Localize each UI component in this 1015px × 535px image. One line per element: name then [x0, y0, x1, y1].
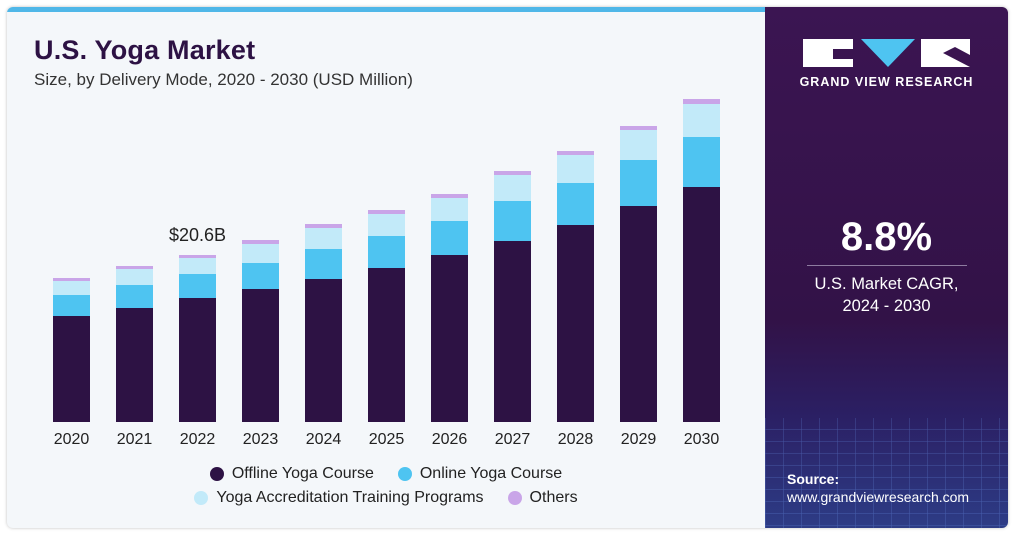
- chart-legend: Offline Yoga Course Online Yoga Course Y…: [7, 462, 765, 510]
- top-accent-bar: [7, 7, 765, 12]
- x-tick-label-2022: 2022: [180, 431, 216, 448]
- bar-others-2026: [431, 194, 468, 198]
- bar-others-2030: [683, 99, 720, 104]
- bar-offline-yoga-course-2020: [53, 316, 90, 422]
- bar-yoga-accreditation-training-programs-2025: [368, 214, 405, 236]
- bar-online-yoga-course-2030: [683, 137, 720, 187]
- bar-online-yoga-course-2021: [116, 285, 153, 308]
- x-tick-label-2020: 2020: [54, 431, 90, 448]
- cagr-label: U.S. Market CAGR, 2024 - 2030: [765, 273, 1008, 317]
- bar-chart: 2020 2021 2022 $20.6B 2023 2024 2025 2026 2027 20…: [53, 99, 720, 448]
- x-tick-label-2026: 2026: [432, 431, 468, 448]
- legend-label-accreditation: Yoga Accreditation Training Programs: [216, 489, 484, 506]
- bar-others-2023: [242, 240, 279, 244]
- legend-label-offline: Offline Yoga Course: [231, 465, 374, 482]
- bar-others-2020: [53, 278, 90, 281]
- bar-yoga-accreditation-training-programs-2028: [557, 155, 594, 183]
- bar-others-2025: [368, 210, 405, 214]
- bar-offline-yoga-course-2027: [494, 241, 531, 422]
- cagr-label-line2: 2024 - 2030: [842, 297, 931, 315]
- bar-yoga-accreditation-training-programs-2027: [494, 175, 531, 201]
- bar-others-2027: [494, 171, 531, 175]
- legend-row-1: Offline Yoga Course Online Yoga Course: [7, 462, 765, 486]
- cagr-value: 8.8%: [840, 215, 933, 259]
- bar-online-yoga-course-2022: [179, 274, 216, 298]
- source-title: Source:: [787, 471, 840, 487]
- x-tick-label-2025: 2025: [369, 431, 405, 448]
- bar-total-annotation-2022: $20.6B: [169, 225, 226, 245]
- bar-online-yoga-course-2027: [494, 201, 531, 241]
- x-tick-label-2021: 2021: [117, 431, 153, 448]
- legend-item-others: Others: [507, 489, 578, 507]
- cagr-divider: [807, 265, 967, 266]
- legend-swatch-online: [397, 467, 412, 481]
- x-tick-label-2030: 2030: [684, 431, 720, 448]
- bar-others-2021: [116, 266, 153, 269]
- bar-yoga-accreditation-training-programs-2030: [683, 104, 720, 137]
- bar-offline-yoga-course-2023: [242, 289, 279, 422]
- bar-offline-yoga-course-2028: [557, 225, 594, 422]
- bar-offline-yoga-course-2029: [620, 206, 657, 422]
- bar-online-yoga-course-2025: [368, 236, 405, 268]
- cagr-label-line1: U.S. Market CAGR,: [814, 275, 959, 293]
- chart-card: U.S. Yoga Market Size, by Delivery Mode,…: [7, 7, 1008, 528]
- bar-online-yoga-course-2029: [620, 160, 657, 206]
- legend-item-online: Online Yoga Course: [397, 465, 563, 483]
- bar-others-2029: [620, 126, 657, 130]
- bar-yoga-accreditation-training-programs-2020: [53, 281, 90, 295]
- legend-item-accreditation: Yoga Accreditation Training Programs: [194, 489, 484, 507]
- bar-offline-yoga-course-2021: [116, 308, 153, 422]
- bar-offline-yoga-course-2024: [305, 279, 342, 422]
- x-tick-label-2028: 2028: [558, 431, 594, 448]
- x-tick-label-2024: 2024: [306, 431, 342, 448]
- bar-yoga-accreditation-training-programs-2024: [305, 228, 342, 249]
- bar-others-2028: [557, 151, 594, 155]
- gvr-logo-icon: [803, 39, 970, 67]
- bar-yoga-accreditation-training-programs-2023: [242, 244, 279, 263]
- bar-online-yoga-course-2020: [53, 295, 90, 316]
- side-panel: GRAND VIEW RESEARCH 8.8% U.S. Market CAG…: [765, 7, 1008, 528]
- legend-item-offline: Offline Yoga Course: [209, 465, 374, 483]
- legend-label-online: Online Yoga Course: [419, 465, 563, 482]
- x-tick-label-2029: 2029: [621, 431, 657, 448]
- bar-online-yoga-course-2023: [242, 263, 279, 289]
- bar-yoga-accreditation-training-programs-2021: [116, 269, 153, 285]
- x-tick-label-2023: 2023: [243, 431, 279, 448]
- bar-others-2024: [305, 224, 342, 228]
- bar-online-yoga-course-2028: [557, 183, 594, 225]
- legend-row-2: Yoga Accreditation Training Programs Oth…: [7, 486, 765, 510]
- bar-yoga-accreditation-training-programs-2029: [620, 130, 657, 160]
- bar-yoga-accreditation-training-programs-2022: [179, 258, 216, 274]
- chart-subtitle: Size, by Delivery Mode, 2020 - 2030 (USD…: [34, 70, 413, 89]
- bar-online-yoga-course-2024: [305, 249, 342, 279]
- bar-offline-yoga-course-2022: [179, 298, 216, 422]
- legend-swatch-others: [507, 491, 522, 505]
- bar-offline-yoga-course-2025: [368, 268, 405, 422]
- chart-title: U.S. Yoga Market: [34, 35, 256, 65]
- legend-label-others: Others: [529, 489, 578, 506]
- legend-swatch-accreditation: [194, 491, 209, 505]
- bar-online-yoga-course-2026: [431, 221, 468, 255]
- x-tick-label-2027: 2027: [495, 431, 531, 448]
- bar-yoga-accreditation-training-programs-2026: [431, 198, 468, 221]
- brand-name: GRAND VIEW RESEARCH: [799, 75, 974, 89]
- source-block: Source: www.grandviewresearch.com: [787, 470, 969, 506]
- source-link[interactable]: www.grandviewresearch.com: [787, 489, 970, 505]
- bar-offline-yoga-course-2026: [431, 255, 468, 422]
- bar-others-2022: [179, 255, 216, 258]
- legend-swatch-offline: [209, 467, 224, 481]
- panel-grid-decoration: [765, 418, 1008, 528]
- bar-offline-yoga-course-2030: [683, 187, 720, 422]
